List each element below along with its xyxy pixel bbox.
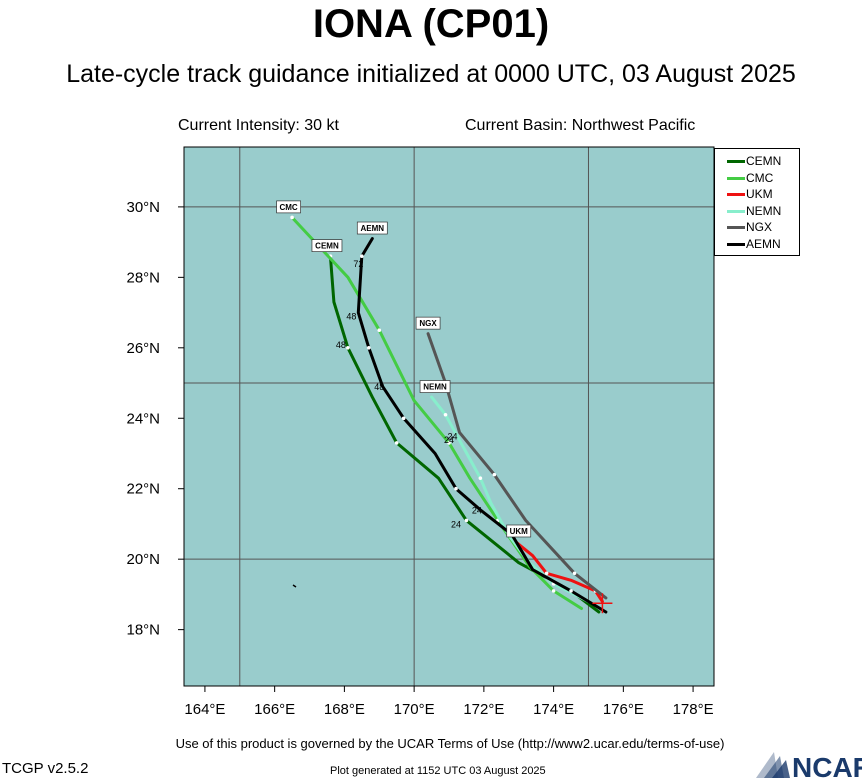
- y-tick-label: 18°N: [126, 622, 160, 639]
- track-point: [367, 346, 371, 350]
- x-tick-label: 178°E: [673, 701, 714, 718]
- track-point: [551, 589, 556, 593]
- legend-swatch: [727, 176, 745, 180]
- end-tag-box: [506, 524, 532, 538]
- track-point: [572, 571, 577, 576]
- end-tag-ngx: NGX: [419, 319, 437, 328]
- legend-swatch: [727, 242, 745, 246]
- track-point: [346, 346, 350, 350]
- legend-label: NEMN: [746, 203, 782, 218]
- hour-label: 48: [346, 312, 356, 322]
- y-tick-label: 26°N: [126, 340, 160, 357]
- legend-item-ukm: UKM: [715, 186, 799, 202]
- end-tag-nemn: NEMN: [423, 383, 447, 392]
- legend-item-cmc: CMC: [715, 170, 799, 186]
- plot-border: [183, 146, 715, 687]
- current-basin: Current Basin: Northwest Pacific: [465, 117, 696, 134]
- end-tag-ukm: UKM: [510, 527, 529, 536]
- end-tag-box: [311, 239, 343, 252]
- end-tag-box: [415, 316, 441, 330]
- end-tag-box: [276, 200, 301, 214]
- version-label: TCGP v2.5.2: [2, 760, 89, 777]
- end-tag-box: [356, 221, 388, 235]
- terms-of-use: Use of this product is governed by the U…: [175, 736, 725, 751]
- ncar-logo-text: NCAR: [792, 752, 862, 780]
- y-tick-label: 28°N: [126, 269, 160, 286]
- legend-label: UKM: [746, 187, 773, 201]
- x-tick-label: 166°E: [254, 701, 295, 718]
- legend-swatch: [727, 193, 745, 196]
- legend-label: NGX: [746, 220, 773, 234]
- track-point: [360, 254, 364, 259]
- y-tick-label: 20°N: [126, 551, 160, 568]
- x-tick-label: 164°E: [184, 701, 225, 718]
- x-tick-label: 168°E: [324, 701, 365, 718]
- legend-item-ngx: NGX: [715, 219, 799, 235]
- legend-swatch: [727, 226, 745, 229]
- y-tick-label: 30°N: [126, 199, 160, 216]
- generated-timestamp: Plot generated at 1152 UTC 03 August 202…: [330, 765, 546, 777]
- legend-item-aemn: AEMN: [715, 236, 799, 252]
- plot-background: [184, 147, 714, 686]
- track-ukm: [513, 540, 604, 603]
- hour-label: 72: [353, 259, 363, 269]
- end-tag-cemn: CEMN: [315, 242, 339, 251]
- track-point: [492, 472, 497, 477]
- x-tick-label: 170°E: [394, 701, 435, 718]
- y-tick-label: 22°N: [126, 481, 160, 498]
- y-tick-label: 24°N: [126, 410, 160, 427]
- hour-label: 24: [444, 435, 454, 445]
- chart-title: IONA (CP01): [312, 2, 550, 46]
- track-point: [544, 571, 549, 576]
- track-point: [464, 518, 469, 523]
- x-tick-label: 176°E: [603, 701, 644, 718]
- track-point: [454, 486, 458, 491]
- track-cmc: [290, 216, 583, 610]
- end-tag-aemn: AEMN: [361, 224, 385, 233]
- axes: 164°E 166°E 168°E 170°E 172°E 174°E 176°E 178°E…: [126, 199, 713, 718]
- island-mark: [292, 584, 297, 588]
- end-tag-cmc: CMC: [279, 203, 297, 212]
- track-point: [377, 328, 382, 332]
- chart-subtitle: Late-cycle track guidance initialized at…: [66, 60, 796, 88]
- legend-label: AEMN: [746, 236, 781, 251]
- legend-item-nemn: NEMN: [715, 203, 799, 219]
- legend-swatch: [727, 160, 745, 163]
- legend-item-cemn: CEMN: [715, 153, 799, 169]
- hour-label: 24: [451, 519, 461, 529]
- track-point: [401, 416, 406, 421]
- hour-label: 48: [336, 340, 346, 350]
- end-tag-box: [419, 380, 451, 393]
- x-tick-label: 174°E: [533, 701, 574, 718]
- legend: CEMN CMC UKM NEMN NGX AEMN: [714, 148, 800, 256]
- x-tick-label: 172°E: [463, 701, 504, 718]
- track-aemn: [356, 237, 608, 614]
- hour-label: 24: [472, 505, 482, 515]
- track-lines: [290, 215, 613, 614]
- track-point: [443, 412, 448, 417]
- hour-label: 48: [374, 382, 384, 392]
- track-point: [569, 589, 573, 593]
- ncar-logo: NCAR: [756, 752, 862, 780]
- track-point: [447, 441, 451, 445]
- legend-label: CEMN: [746, 154, 782, 168]
- hour-label: 24: [447, 431, 457, 441]
- track-point: [394, 441, 399, 445]
- track-labels: 24 48 CEMN CMC UKM 24 NEMN 24 NGX 24 48 48 72 AEMN: [276, 200, 532, 538]
- legend-swatch: [727, 209, 745, 213]
- track-point: [478, 476, 483, 480]
- legend-label: CMC: [746, 170, 774, 185]
- current-intensity: Current Intensity: 30 kt: [178, 117, 339, 134]
- track-point: [290, 215, 294, 220]
